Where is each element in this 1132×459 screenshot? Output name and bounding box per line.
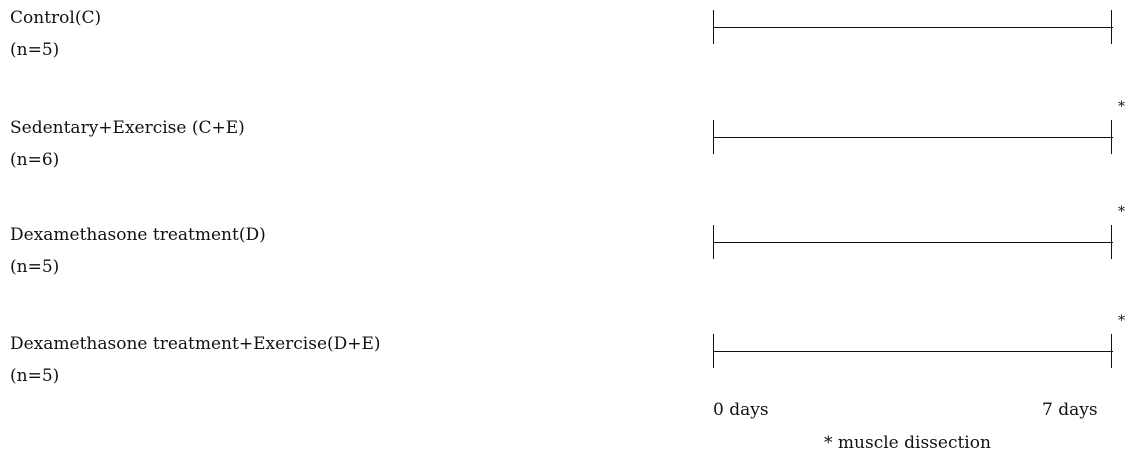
group-sedentary-exercise: Sedentary+Exercise (C+E) (n=6)	[10, 118, 245, 170]
group-dexamethasone: Dexamethasone treatment(D) (n=5)	[10, 225, 266, 277]
group-label: Dexamethasone treatment(D)	[10, 225, 266, 245]
timeline-end-tick	[1111, 120, 1112, 154]
timeline-control	[713, 10, 1113, 44]
footnote: * muscle dissection	[824, 433, 991, 453]
timeline-dexamethasone: *	[713, 205, 1125, 259]
timeline-end-tick	[1111, 225, 1112, 259]
group-sample-size: (n=5)	[10, 257, 60, 277]
dissection-marker: *	[1118, 313, 1125, 329]
dissection-marker: *	[1118, 204, 1125, 220]
group-sample-size: (n=5)	[10, 366, 60, 386]
timeline-end-tick	[1111, 10, 1112, 44]
timeline-line	[713, 137, 1113, 138]
timeline-line	[713, 242, 1113, 243]
group-sample-size: (n=6)	[10, 150, 60, 170]
axis-start-label: 0 days	[713, 400, 769, 420]
dissection-marker: *	[1118, 99, 1125, 115]
group-label: Control(C)	[10, 8, 102, 28]
timeline-line	[713, 351, 1113, 352]
timeline-sedentary-exercise: *	[713, 100, 1125, 154]
timeline-dexamethasone-exercise: *	[713, 314, 1125, 368]
group-sample-size: (n=5)	[10, 40, 60, 60]
timeline-line	[713, 27, 1113, 28]
group-label: Sedentary+Exercise (C+E)	[10, 118, 245, 138]
timeline-end-tick	[1111, 334, 1112, 368]
group-dexamethasone-exercise: Dexamethasone treatment+Exercise(D+E) (n…	[10, 334, 381, 386]
axis-end-label: 7 days	[1042, 400, 1098, 420]
group-control: Control(C) (n=5)	[10, 8, 101, 60]
group-label: Dexamethasone treatment+Exercise(D+E)	[10, 334, 381, 354]
